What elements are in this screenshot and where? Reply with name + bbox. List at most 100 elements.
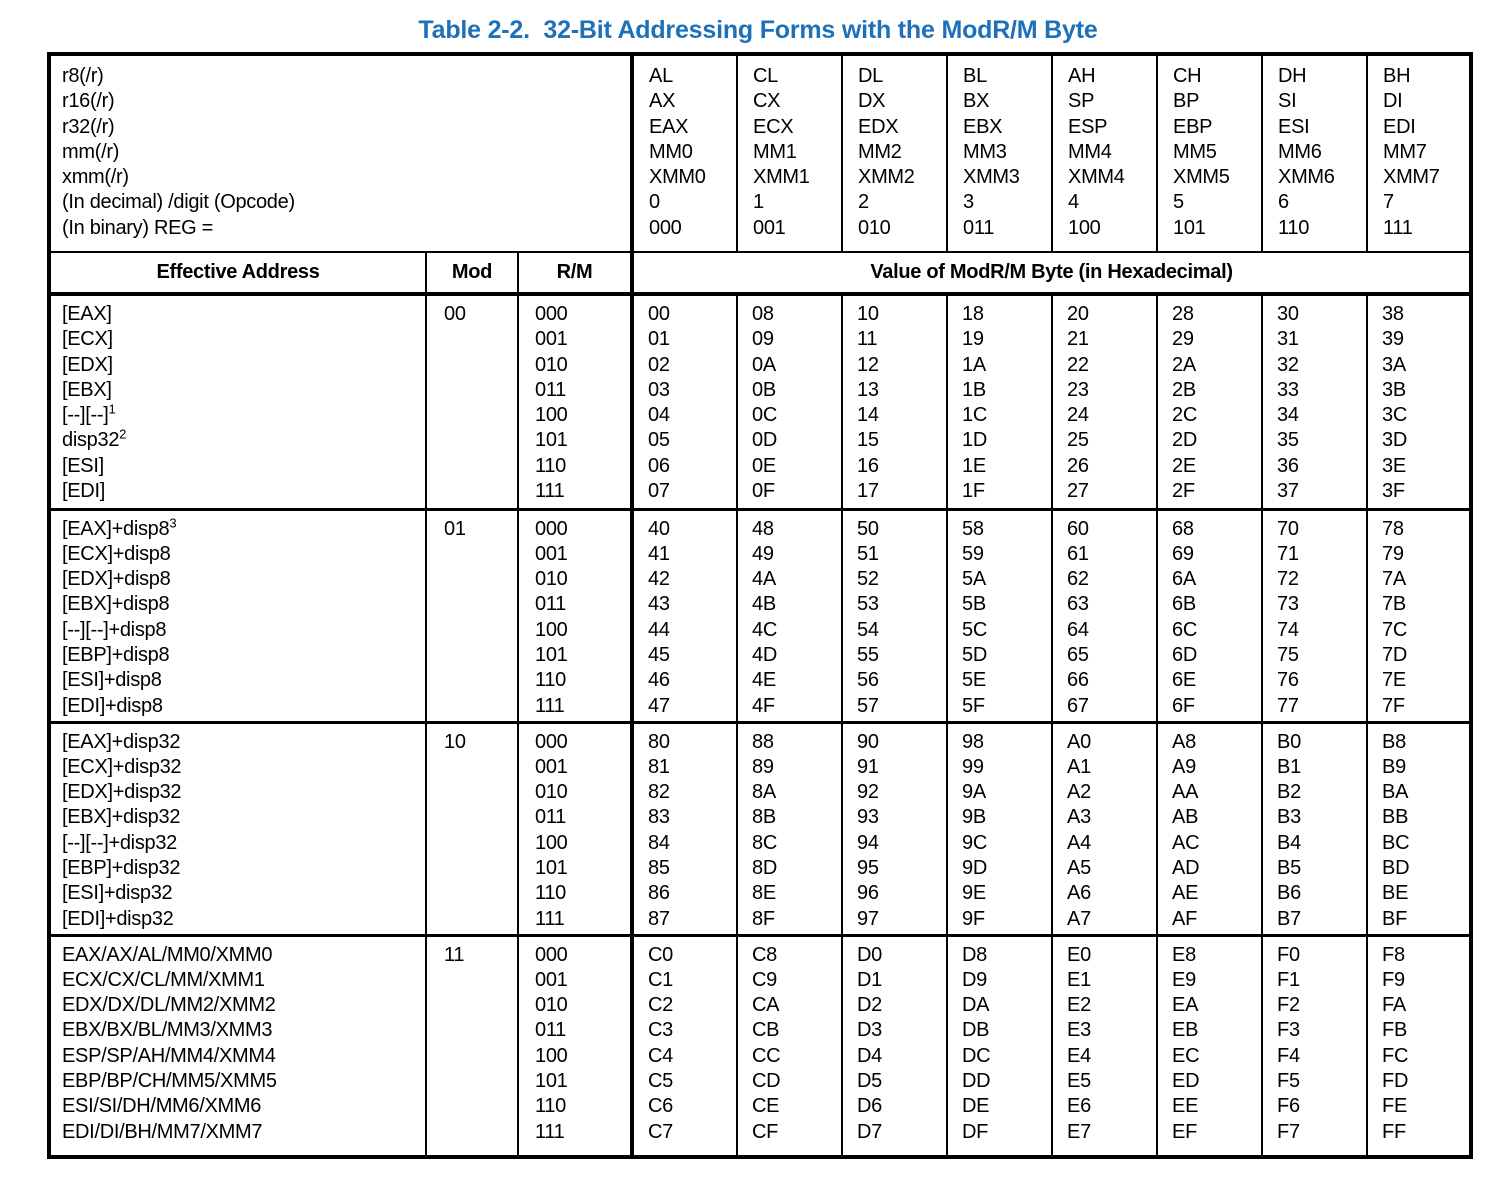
- hex-value: F9: [1382, 968, 1405, 991]
- hex-value: E7: [1067, 1120, 1091, 1143]
- register-column-cell: DL DX EDX MM2 XMM2 2 010: [841, 54, 948, 252]
- hex-column-cell: A0 A1 A2 A3 A4 A5 A6 A7: [1051, 720, 1158, 935]
- hex-value: 2D: [1172, 429, 1197, 452]
- register-column-cell: CH BP EBP MM5 XMM5 5 101: [1156, 54, 1263, 252]
- hex-value: C3: [648, 1019, 673, 1042]
- hex-value: 33: [1277, 378, 1299, 401]
- hex-value: 3E: [1382, 454, 1406, 477]
- hex-value: 13: [857, 378, 879, 401]
- register-line: MM0: [649, 140, 693, 163]
- effective-address-line: EDX/DX/DL/MM2/XMM2: [62, 994, 276, 1017]
- modrm-value-header: Value of ModR/M Byte (in Hexadecimal): [630, 251, 1472, 296]
- hex-value: 3B: [1382, 378, 1406, 401]
- register-line: XMM6: [1278, 166, 1335, 189]
- hex-value: 1F: [962, 480, 985, 503]
- hex-value: 32: [1277, 353, 1299, 376]
- hex-value: 7D: [1382, 643, 1407, 666]
- effective-address-line: [EBP]+disp32: [62, 856, 181, 879]
- hex-column-cell: 20 21 22 23 24 25 26 27: [1051, 292, 1158, 509]
- mod-section-00: [EAX] [ECX] [EDX] [EBX] [--][--]1 disp322 [ESI…: [49, 292, 1472, 509]
- hex-value: BD: [1382, 856, 1410, 879]
- hex-value: 73: [1277, 593, 1299, 616]
- hex-column-cell: 80 81 82 83 84 85 86 87: [630, 720, 738, 935]
- hex-value: 42: [648, 568, 670, 591]
- hex-value: C4: [648, 1044, 673, 1067]
- hex-column-cell: F8 F9 FA FB FC FD FE FF: [1366, 933, 1472, 1157]
- register-line: XMM4: [1068, 166, 1125, 189]
- hex-column-cell: 58 59 5A 5B 5C 5D 5E 5F: [946, 507, 1053, 722]
- hex-value: 0E: [752, 454, 776, 477]
- hex-value: 43: [648, 593, 670, 616]
- register-line: AL: [649, 65, 673, 87]
- hex-value: 7A: [1382, 568, 1406, 591]
- hex-value: DC: [962, 1044, 991, 1067]
- effective-address-line: ECX/CX/CL/MM/XMM1: [62, 968, 265, 991]
- mod-section-row: EAX/AX/AL/MM0/XMM0 ECX/CX/CL/MM/XMM1 EDX/D…: [49, 933, 1472, 1157]
- hex-value: EF: [1172, 1120, 1197, 1143]
- effective-address-line: EAX/AX/AL/MM0/XMM0: [62, 943, 273, 966]
- hex-value: C1: [648, 968, 673, 991]
- register-line: 110: [1278, 216, 1310, 239]
- hex-value: A5: [1067, 856, 1091, 879]
- hex-column-cell: 78 79 7A 7B 7C 7D 7E 7F: [1366, 507, 1472, 722]
- hex-value: 7C: [1382, 618, 1407, 641]
- hex-value: 10: [857, 303, 879, 325]
- register-line: SI: [1278, 90, 1297, 113]
- hex-value: D6: [857, 1095, 882, 1118]
- hex-column-cell: F0 F1 F2 F3 F4 F5 F6 F7: [1261, 933, 1368, 1157]
- hex-value: 36: [1277, 454, 1299, 477]
- hex-value: 63: [1067, 593, 1089, 616]
- hex-value: 0F: [752, 480, 775, 503]
- effective-address-line: EDI/DI/BH/MM7/XMM7: [62, 1120, 263, 1143]
- register-line: 100: [1068, 216, 1101, 239]
- hex-value: FD: [1382, 1069, 1409, 1092]
- hex-value: F0: [1277, 943, 1300, 966]
- effective-address-line: [EAX]+disp32: [62, 730, 181, 753]
- register-line: CL: [753, 65, 778, 87]
- register-line: 3: [963, 191, 974, 214]
- effective-address-line: [ESI]+disp32: [62, 882, 173, 905]
- register-line: ESP: [1068, 115, 1108, 138]
- mod-header: Mod: [425, 251, 518, 296]
- hex-value: 4F: [752, 694, 775, 717]
- hex-value: 45: [648, 643, 670, 666]
- hex-value: BF: [1382, 907, 1407, 930]
- hex-column-cell: C8 C9 CA CB CC CD CE CF: [736, 933, 843, 1157]
- hex-value: B0: [1277, 730, 1301, 753]
- page-title: Table 2-2. 32-Bit Addressing Forms with …: [418, 16, 1098, 44]
- hex-value: A4: [1067, 831, 1091, 854]
- hex-column-cell: B0 B1 B2 B3 B4 B5 B6 B7: [1261, 720, 1368, 935]
- register-line: 1: [753, 191, 764, 214]
- hex-value: 78: [1382, 517, 1404, 540]
- effective-address-cell: [EAX] [ECX] [EDX] [EBX] [--][--]1 disp322 [ESI…: [49, 292, 426, 509]
- register-line: MM1: [753, 140, 797, 163]
- hex-value: A9: [1172, 755, 1196, 778]
- rm-line: 101: [535, 643, 568, 666]
- register-line: SP: [1068, 90, 1095, 113]
- mod-section-row: [EAX]+disp32 [ECX]+disp32 [EDX]+disp32 [EBX…: [49, 720, 1472, 935]
- hex-column-cell: 30 31 32 33 34 35 36 37: [1261, 292, 1368, 509]
- hex-value: FF: [1382, 1120, 1406, 1143]
- hex-column-cell: 90 91 92 93 94 95 96 97: [841, 720, 948, 935]
- hex-value: FE: [1382, 1095, 1407, 1118]
- hex-value: 1B: [962, 378, 986, 401]
- hex-value: 4A: [752, 568, 776, 591]
- register-line: 4: [1068, 191, 1079, 214]
- hex-value: 76: [1277, 669, 1299, 692]
- register-header-row: r8(/r) r16(/r) r32(/r) mm(/r) xmm(/r) (In dec…: [49, 54, 1472, 252]
- hex-value: 0C: [752, 404, 777, 427]
- hex-value: 31: [1277, 328, 1299, 351]
- effective-address-line: [EBP]+disp8: [62, 643, 170, 666]
- hex-value: 96: [857, 882, 879, 905]
- hex-column-cell: 48 49 4A 4B 4C 4D 4E 4F: [736, 507, 843, 722]
- register-key-line: r32(/r): [62, 115, 115, 138]
- hex-value: 97: [857, 907, 879, 930]
- register-line: DL: [858, 65, 883, 87]
- rm-line: 010: [535, 994, 568, 1017]
- hex-value: 49: [752, 542, 774, 565]
- footnote-marker: 1: [108, 401, 116, 417]
- hex-value: D2: [857, 994, 882, 1017]
- hex-column-cell: 08 09 0A 0B 0C 0D 0E 0F: [736, 292, 843, 509]
- hex-value: E9: [1172, 968, 1196, 991]
- hex-value: CC: [752, 1044, 781, 1067]
